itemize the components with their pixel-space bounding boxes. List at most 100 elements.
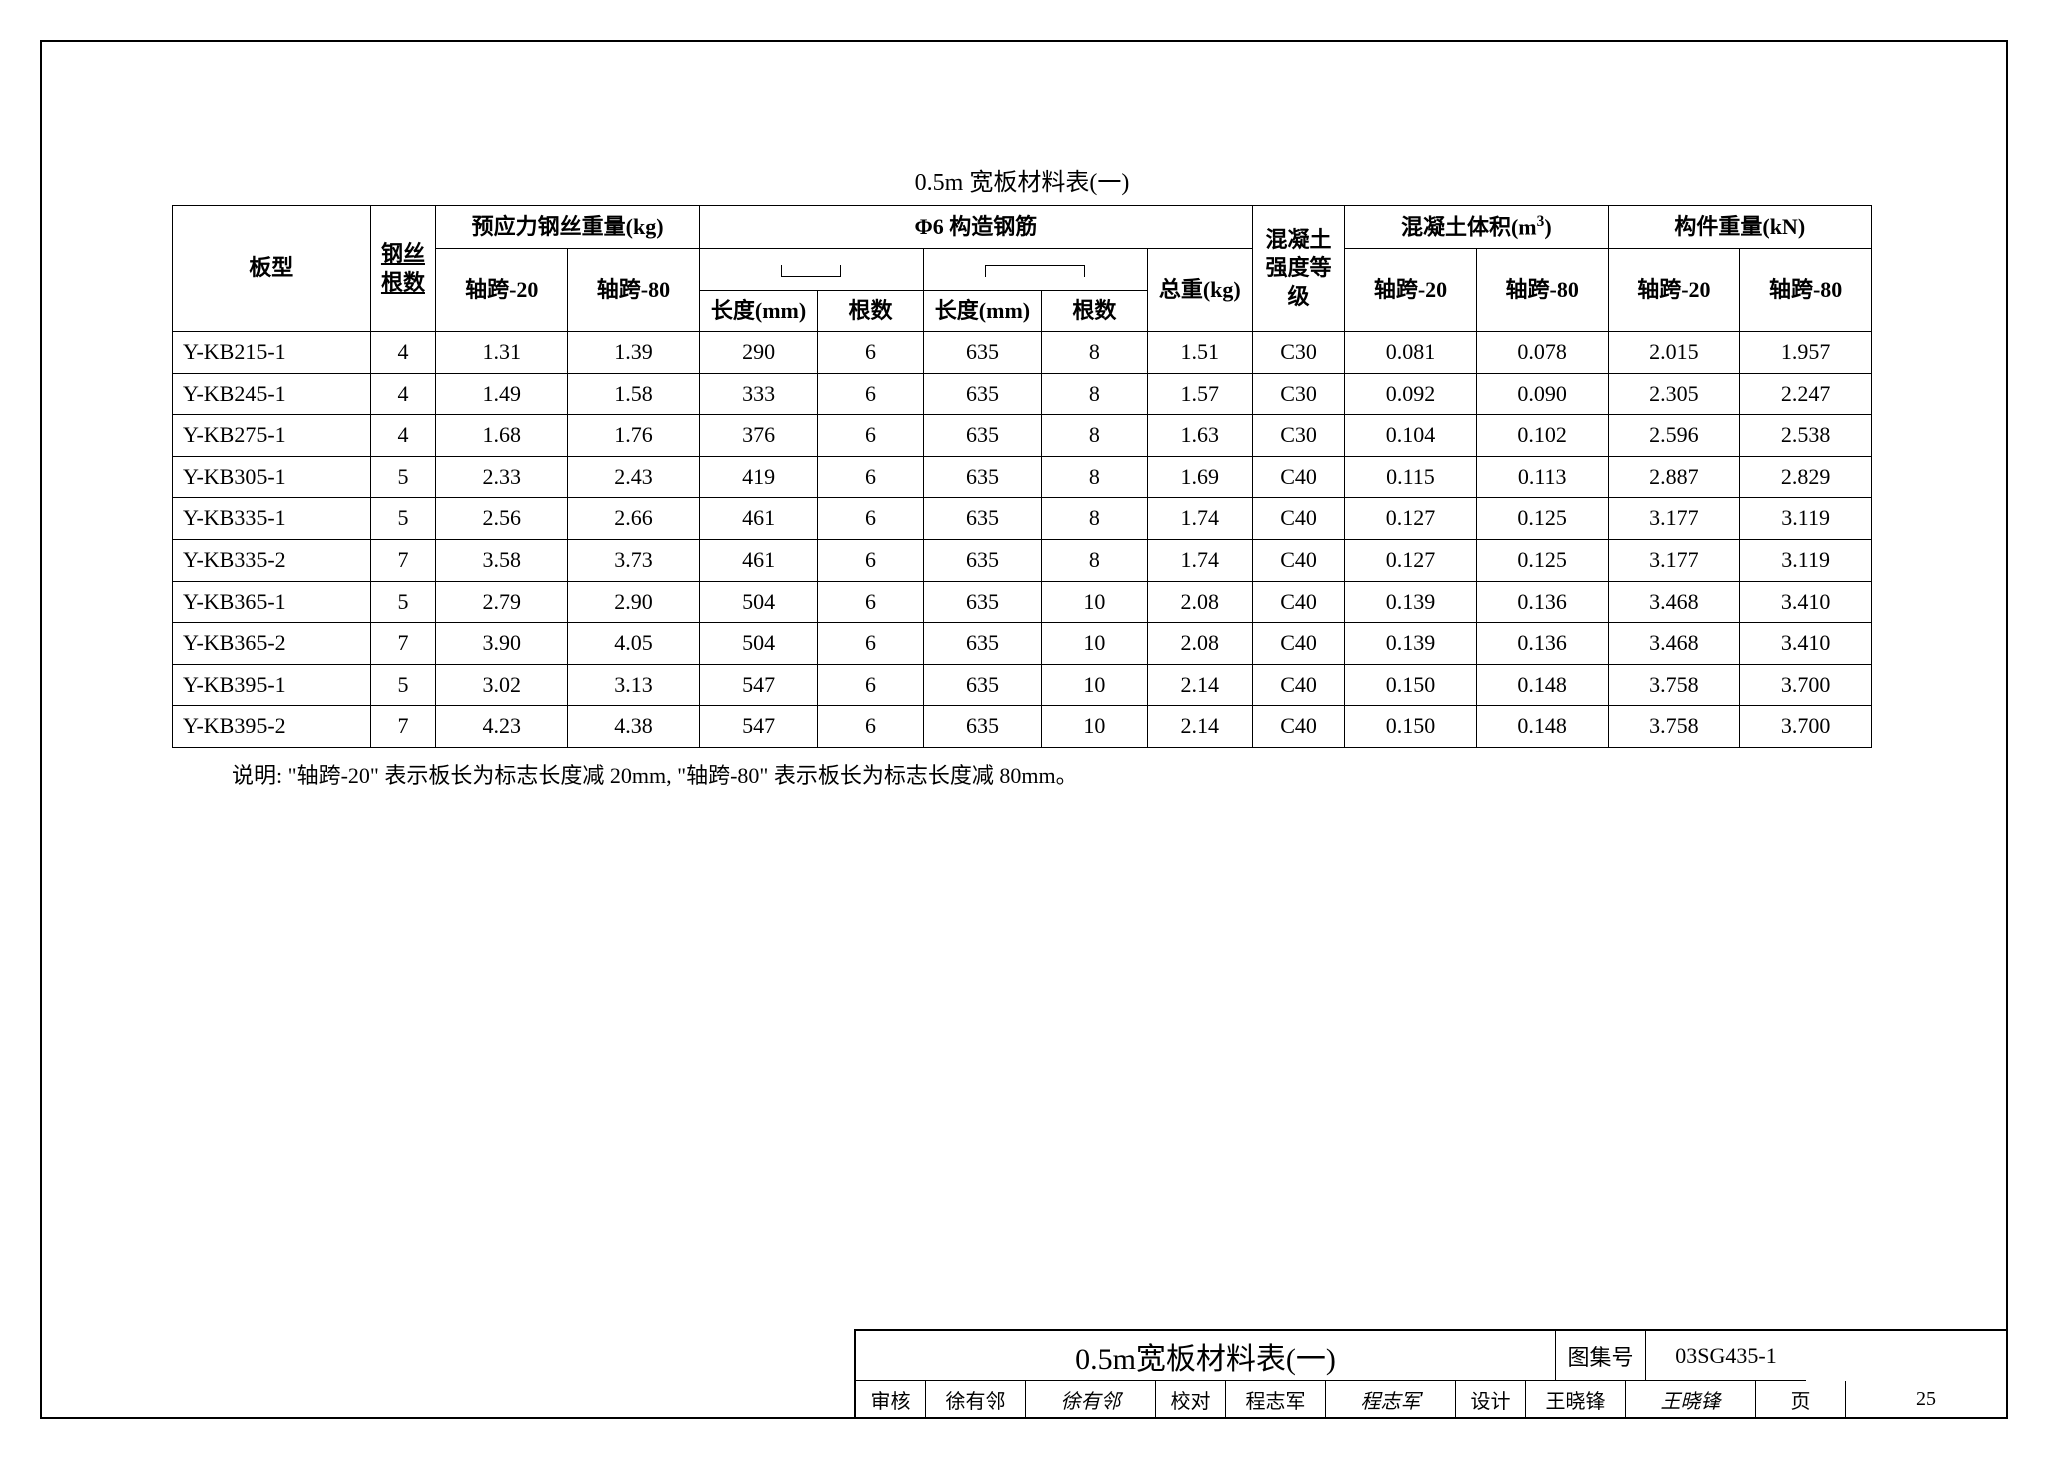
table-cell: 0.102 <box>1476 415 1608 457</box>
col-count1: 根数 <box>818 290 923 332</box>
table-cell: 1.68 <box>436 415 568 457</box>
table-cell: C40 <box>1252 664 1344 706</box>
table-cell: Y-KB245-1 <box>173 373 371 415</box>
table-cell: 461 <box>699 540 818 582</box>
table-cell: 635 <box>923 623 1042 665</box>
table-cell: 3.02 <box>436 664 568 706</box>
col-cw-span20: 轴跨-20 <box>1608 248 1740 331</box>
table-row: Y-KB335-152.562.66461663581.74C400.1270.… <box>173 498 1872 540</box>
col-prestress-weight: 预应力钢丝重量(kg) <box>436 206 699 249</box>
table-cell: 2.305 <box>1608 373 1740 415</box>
table-cell: 5 <box>370 498 436 540</box>
table-cell: 4.23 <box>436 706 568 748</box>
table-cell: C40 <box>1252 581 1344 623</box>
table-cell: 5 <box>370 581 436 623</box>
check-label: 校对 <box>1156 1381 1226 1417</box>
table-cell: 7 <box>370 540 436 582</box>
table-cell: Y-KB395-1 <box>173 664 371 706</box>
table-cell: 0.115 <box>1345 456 1477 498</box>
table-cell: 1.69 <box>1147 456 1252 498</box>
table-cell: 8 <box>1042 332 1147 374</box>
col-concrete-volume: 混凝土体积(m3) <box>1345 206 1608 249</box>
material-table: 板型 钢丝根数 预应力钢丝重量(kg) Φ6 构造钢筋 混凝土强度等级 混凝土体… <box>172 205 1872 748</box>
table-cell: 3.468 <box>1608 581 1740 623</box>
table-cell: 0.127 <box>1345 540 1477 582</box>
table-row: Y-KB215-141.311.39290663581.51C300.0810.… <box>173 332 1872 374</box>
table-cell: Y-KB215-1 <box>173 332 371 374</box>
col-total-weight: 总重(kg) <box>1147 248 1252 331</box>
check-name: 程志军 <box>1226 1381 1326 1417</box>
table-cell: 1.39 <box>568 332 700 374</box>
table-cell: 8 <box>1042 415 1147 457</box>
col-wire-count: 钢丝根数 <box>370 206 436 332</box>
table-note: 说明: "轴跨-20" 表示板长为标志长度减 20mm, "轴跨-80" 表示板… <box>172 758 1872 790</box>
table-cell: 7 <box>370 706 436 748</box>
table-row: Y-KB365-273.904.055046635102.08C400.1390… <box>173 623 1872 665</box>
col-cv-span80: 轴跨-80 <box>1476 248 1608 331</box>
table-cell: 0.125 <box>1476 498 1608 540</box>
title-block-row-2: 审核 徐有邻 徐有邻 校对 程志军 程志军 设计 王晓锋 王晓锋 页 25 <box>856 1381 2006 1417</box>
header-row-1: 板型 钢丝根数 预应力钢丝重量(kg) Φ6 构造钢筋 混凝土强度等级 混凝土体… <box>173 206 1872 249</box>
table-cell: 3.700 <box>1740 706 1872 748</box>
table-cell: 3.758 <box>1608 664 1740 706</box>
table-cell: 0.139 <box>1345 581 1477 623</box>
table-cell: 3.758 <box>1608 706 1740 748</box>
table-cell: C30 <box>1252 332 1344 374</box>
table-cell: 635 <box>923 706 1042 748</box>
table-cell: 2.247 <box>1740 373 1872 415</box>
table-cell: Y-KB335-1 <box>173 498 371 540</box>
table-row: Y-KB365-152.792.905046635102.08C400.1390… <box>173 581 1872 623</box>
table-cell: 3.13 <box>568 664 700 706</box>
table-cell: 0.090 <box>1476 373 1608 415</box>
table-cell: 6 <box>818 581 923 623</box>
table-title: 0.5m 宽板材料表(一) <box>172 162 1872 197</box>
table-cell: 2.79 <box>436 581 568 623</box>
table-cell: 6 <box>818 456 923 498</box>
table-cell: 10 <box>1042 706 1147 748</box>
table-cell: C30 <box>1252 415 1344 457</box>
table-cell: 3.177 <box>1608 498 1740 540</box>
col-cv-span20: 轴跨-20 <box>1345 248 1477 331</box>
table-cell: 2.43 <box>568 456 700 498</box>
table-cell: Y-KB365-2 <box>173 623 371 665</box>
table-cell: 2.33 <box>436 456 568 498</box>
title-block-row-1: 0.5m宽板材料表(一) 图集号 03SG435-1 <box>856 1331 2006 1381</box>
table-cell: 0.078 <box>1476 332 1608 374</box>
table-cell: 635 <box>923 664 1042 706</box>
table-cell: 3.58 <box>436 540 568 582</box>
table-cell: 4.05 <box>568 623 700 665</box>
page-label: 页 <box>1756 1381 1846 1417</box>
table-row: Y-KB245-141.491.58333663581.57C300.0920.… <box>173 373 1872 415</box>
table-cell: C40 <box>1252 706 1344 748</box>
table-cell: 1.74 <box>1147 498 1252 540</box>
table-cell: 1.76 <box>568 415 700 457</box>
rebar-shape-2 <box>923 248 1147 290</box>
table-cell: Y-KB395-2 <box>173 706 371 748</box>
table-cell: C40 <box>1252 498 1344 540</box>
table-cell: 8 <box>1042 540 1147 582</box>
table-cell: 1.63 <box>1147 415 1252 457</box>
table-cell: 0.113 <box>1476 456 1608 498</box>
table-cell: Y-KB305-1 <box>173 456 371 498</box>
review-label: 审核 <box>856 1381 926 1417</box>
table-cell: 2.90 <box>568 581 700 623</box>
page-value: 25 <box>1846 1381 2006 1417</box>
table-cell: 2.14 <box>1147 706 1252 748</box>
rebar-hook-icon <box>985 265 1085 277</box>
table-cell: 635 <box>923 456 1042 498</box>
table-cell: 2.596 <box>1608 415 1740 457</box>
table-cell: 504 <box>699 623 818 665</box>
table-cell: 290 <box>699 332 818 374</box>
table-cell: 635 <box>923 332 1042 374</box>
table-cell: 0.125 <box>1476 540 1608 582</box>
table-cell: 376 <box>699 415 818 457</box>
table-cell: 5 <box>370 456 436 498</box>
table-cell: 504 <box>699 581 818 623</box>
col-concrete-grade: 混凝土强度等级 <box>1252 206 1344 332</box>
table-cell: 1.51 <box>1147 332 1252 374</box>
table-cell: 3.468 <box>1608 623 1740 665</box>
review-name: 徐有邻 <box>926 1381 1026 1417</box>
table-cell: 0.081 <box>1345 332 1477 374</box>
table-cell: 7 <box>370 623 436 665</box>
table-cell: 8 <box>1042 456 1147 498</box>
